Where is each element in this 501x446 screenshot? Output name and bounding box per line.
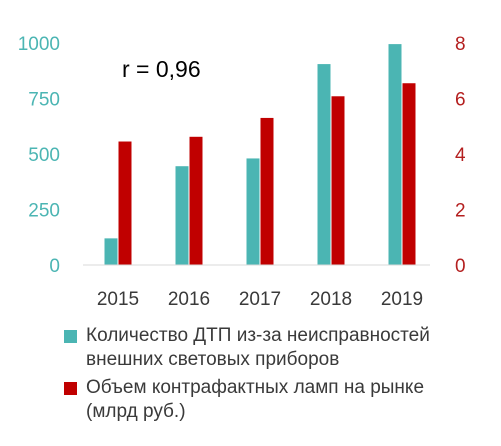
left-tick-label: 0	[49, 256, 60, 277]
x-axis-ticks: 2015 2016 2017 2018 2019	[97, 289, 423, 310]
bar-counterfeit-2016	[189, 136, 203, 265]
legend-label-accidents-line2: внешних световых приборов	[86, 349, 340, 370]
bars-group	[104, 44, 416, 265]
bar-accidents-2018	[317, 64, 331, 265]
legend-swatch-counterfeit	[64, 382, 77, 395]
bar-accidents-2019	[388, 44, 402, 265]
left-tick-label: 500	[28, 145, 60, 166]
bar-counterfeit-2017	[260, 117, 274, 265]
right-tick-label: 6	[455, 90, 466, 111]
legend: Количество ДТП из-за неисправностей внеш…	[64, 324, 484, 424]
left-tick-label: 250	[28, 201, 60, 222]
legend-label-counterfeit-line1: Объем контрафактных ламп на рынке	[86, 377, 425, 398]
legend-entry-counterfeit: Объем контрафактных ламп на рынке (млрд …	[64, 376, 484, 424]
left-axis-ticks: 0 250 500 750 1000	[18, 34, 60, 277]
x-tick-label-2018: 2018	[310, 289, 352, 310]
bar-accidents-2017	[246, 158, 260, 265]
bar-counterfeit-2019	[402, 83, 416, 265]
legend-entry-accidents: Количество ДТП из-за неисправностей внеш…	[64, 324, 484, 372]
right-tick-label: 8	[455, 34, 466, 55]
x-tick-label-2016: 2016	[168, 289, 210, 310]
x-tick-label-2019: 2019	[381, 289, 423, 310]
bar-counterfeit-2015	[118, 141, 132, 265]
legend-swatch-accidents	[64, 330, 77, 343]
bar-accidents-2015	[104, 238, 118, 265]
bar-accidents-2016	[175, 166, 189, 265]
legend-label-counterfeit-line2: (млрд руб.)	[86, 401, 186, 422]
x-tick-label-2017: 2017	[239, 289, 281, 310]
correlation-annotation: r = 0,96	[122, 56, 201, 82]
bar-counterfeit-2018	[331, 96, 345, 265]
right-tick-label: 0	[455, 256, 466, 277]
x-tick-label-2015: 2015	[97, 289, 139, 310]
legend-label-accidents-line1: Количество ДТП из-за неисправностей	[86, 325, 430, 346]
left-tick-label: 750	[28, 90, 60, 111]
right-tick-label: 2	[455, 201, 466, 222]
left-tick-label: 1000	[18, 34, 60, 55]
right-axis-ticks: 0 2 4 6 8	[455, 34, 466, 277]
right-tick-label: 4	[455, 145, 466, 166]
